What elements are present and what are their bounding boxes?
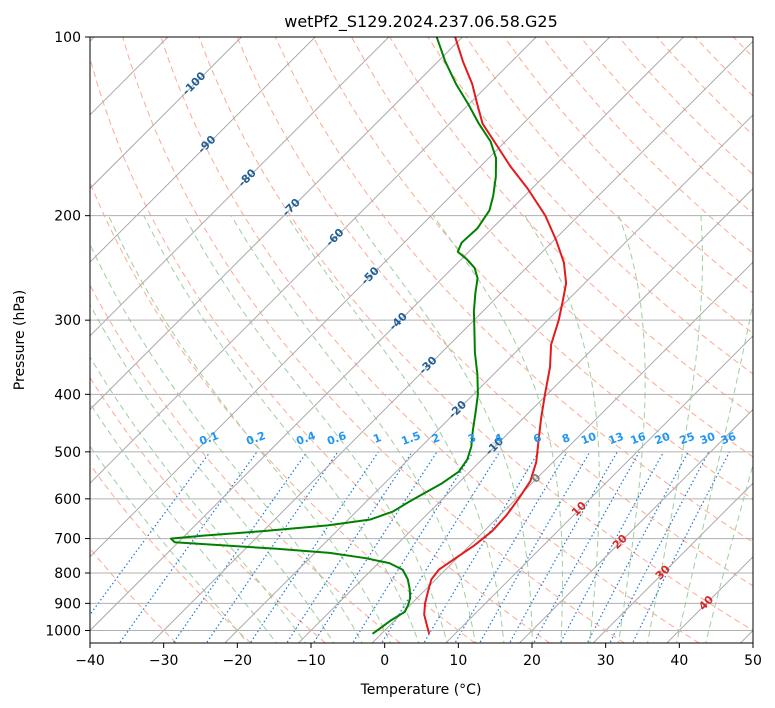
y-tick-label: 1000: [45, 624, 81, 640]
isotherm-line: [150, 40, 753, 643]
dry-adiabat: [90, 56, 551, 643]
mixing-ratio-labels: 0.1 0.2 0.4 0.6 1 1.5 2 3 4 6 8 10 13 16 20 25 30 36: [198, 429, 738, 448]
x-tick-label: 0: [380, 653, 389, 669]
dry-adiabat: [274, 37, 753, 543]
mixing-ratio-label: 4: [493, 431, 505, 446]
isotherm-line: [224, 114, 753, 643]
mixing-ratio-label: 25: [678, 430, 697, 447]
isotherm-line: [90, 37, 316, 263]
y-tick-label: 300: [54, 313, 81, 329]
mixing-ratio-label: 0.1: [198, 429, 221, 448]
isotherm-line: [90, 37, 243, 190]
mixing-ratio-label: 13: [607, 430, 626, 447]
x-tick-label: 40: [670, 653, 688, 669]
mixing-ratio-label: 3: [466, 431, 478, 446]
x-tick-label: 10: [449, 653, 467, 669]
isotherm-line: [445, 335, 753, 643]
mixing-ratio-line: [454, 451, 568, 643]
mixing-ratio-label: 16: [629, 430, 648, 448]
dry-adiabat: [313, 37, 753, 500]
mixing-ratio-label: 2: [430, 431, 442, 446]
mixing-ratio-line: [249, 451, 379, 643]
x-tick-label: 20: [523, 653, 541, 669]
mixing-ratio-line: [586, 451, 689, 643]
moist-adiabat: [90, 355, 306, 643]
mixing-ratio-label: 36: [719, 430, 738, 448]
y-tick-label: 700: [54, 532, 81, 548]
y-tick-label: 100: [54, 30, 81, 46]
moist-adiabat: [432, 215, 563, 643]
x-axis-label: Temperature (°C): [360, 682, 482, 698]
mixing-ratio-label: 1: [371, 431, 383, 446]
moist-adiabat: [108, 215, 392, 643]
background-lines: [90, 37, 753, 643]
mixing-ratio-line: [479, 451, 591, 643]
mixing-ratio-line: [559, 451, 665, 643]
isotherm-line: [90, 37, 685, 632]
dry-adiabat: [198, 37, 753, 632]
y-tick-label: 900: [54, 596, 81, 612]
y-tick-label: 500: [54, 445, 81, 461]
x-axis-ticks: −40 −30 −20 −10 0 10 20 30 40 50: [75, 643, 762, 669]
moist-adiabat: [90, 303, 335, 643]
y-axis-label: Pressure (hPa): [12, 290, 28, 390]
pressure-gridlines: [90, 37, 753, 631]
mixing-ratio-line: [380, 451, 501, 643]
mixing-ratio-line: [205, 451, 339, 643]
isotherm-line: [371, 261, 753, 643]
mixing-ratio-label: 8: [560, 431, 572, 446]
dry-adiabat: [90, 463, 252, 643]
isotherm-line: [90, 37, 611, 558]
x-tick-label: 50: [744, 653, 762, 669]
moist-adiabat: [90, 445, 249, 643]
dry-adiabat: [503, 37, 753, 294]
temperature-line: [423, 37, 568, 635]
chart-title: wetPf2_S129.2024.237.06.58.G25: [284, 12, 558, 32]
profile-lines: [169, 37, 568, 635]
y-tick-label: 400: [54, 387, 81, 403]
y-axis-ticks: 100 200 300 400 500 600 700 800 900 1000: [45, 30, 90, 640]
isotherm-line: [90, 37, 537, 484]
x-tick-label: −10: [296, 653, 326, 669]
mixing-ratio-line: [609, 451, 710, 643]
moist-adiabat: [90, 402, 278, 643]
isotherm-line: [592, 482, 753, 643]
isotherm-line: [90, 37, 464, 411]
moist-adiabat: [647, 215, 703, 643]
dewpoint-line: [169, 37, 498, 635]
mixing-ratio-label: 6: [532, 431, 544, 446]
moist-adiabat: [353, 215, 533, 643]
y-tick-label: 800: [54, 566, 81, 582]
mixing-ratio-line: [172, 451, 308, 643]
y-tick-label: 200: [54, 209, 81, 225]
mixing-ratio-label: 30: [698, 430, 717, 448]
mixing-ratio-label: 20: [653, 430, 672, 448]
moist-adiabat: [618, 215, 646, 643]
plot-frame: [89, 36, 754, 644]
moist-adiabat: [90, 243, 363, 643]
mixing-ratio-line: [312, 451, 438, 643]
mixing-ratio-label: 0.2: [244, 429, 267, 448]
x-tick-label: 30: [597, 653, 615, 669]
mixing-ratio-label: 1.5: [400, 429, 423, 448]
dry-adiabat: [160, 37, 700, 643]
dry-adiabat: [236, 37, 753, 587]
mixing-ratio-line: [285, 451, 413, 643]
x-tick-label: −40: [75, 653, 105, 669]
isotherm-line: [297, 187, 753, 643]
x-tick-label: −30: [149, 653, 179, 669]
mixing-ratio-label: 10: [579, 430, 598, 448]
moist-adiabat: [183, 215, 448, 643]
isotherm-line: [518, 408, 753, 643]
dry-adiabat: [122, 37, 625, 643]
mixing-ratio-label: 0.6: [325, 429, 348, 448]
isotherm-line: [90, 37, 390, 337]
x-tick-label: −20: [223, 653, 253, 669]
mixing-ratio-label: 0.4: [294, 429, 317, 448]
y-tick-label: 600: [54, 492, 81, 508]
